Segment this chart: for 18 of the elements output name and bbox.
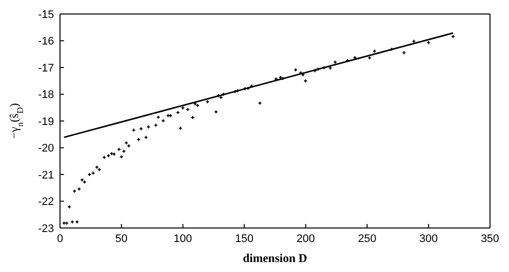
y-tick-label: -17: [38, 62, 54, 74]
x-tick-label: 200: [296, 232, 315, 245]
x-tick-label: 250: [358, 232, 376, 245]
x-tick-label: 350: [480, 232, 500, 245]
y-tick-label: -18: [38, 89, 54, 102]
x-tick-label: 150: [235, 232, 254, 245]
x-tick-label: 100: [174, 232, 192, 245]
y-tick-label: -16: [38, 36, 54, 48]
x-tick-label: 300: [419, 232, 438, 245]
x-tick-label: 0: [56, 232, 64, 245]
y-tick-label: -23: [38, 222, 54, 235]
y-tick-label: -19: [38, 116, 54, 128]
y-tick-label: -20: [38, 142, 54, 155]
y-tick-label: -15: [38, 8, 54, 21]
y-tick-label: -22: [38, 196, 54, 208]
x-axis-title: dimension D: [242, 251, 308, 265]
x-tick-label: 50: [115, 232, 128, 245]
y-tick-label: -21: [38, 169, 54, 182]
